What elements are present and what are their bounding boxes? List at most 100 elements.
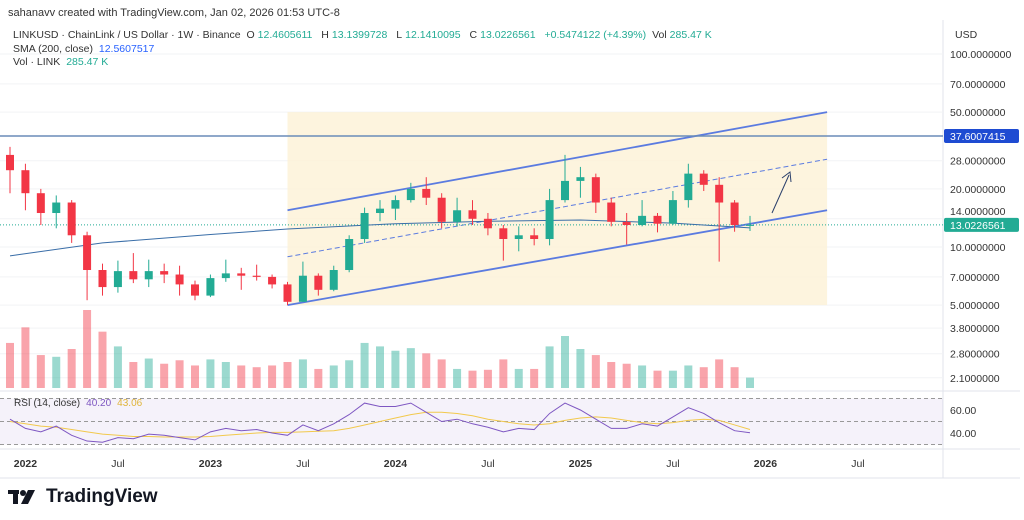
volume-bar [406, 348, 415, 388]
candle-body [360, 213, 369, 240]
candle-body [206, 278, 215, 296]
horizontal-line-label: 37.6007415 [950, 131, 1006, 143]
volume-bar [545, 346, 554, 388]
rsi-line [9, 402, 751, 443]
candle-body [268, 276, 277, 285]
projection-arrow [771, 174, 790, 214]
x-tick-label: 2024 [384, 458, 408, 470]
volume-bar [422, 353, 431, 388]
candle-body [746, 224, 754, 226]
rsi-ma-line [9, 411, 751, 438]
channel-lower-line [287, 209, 828, 306]
volume-bar [113, 346, 122, 388]
rsi-tick-label: 60.00 [950, 405, 976, 417]
candle-body [283, 284, 292, 302]
volume-bar [730, 367, 739, 388]
tradingview-logo-text: TradingView [46, 486, 158, 507]
high-label: H [321, 29, 329, 41]
volume-bar [283, 362, 292, 388]
volume-bar [699, 367, 708, 388]
volume-bar [175, 360, 184, 388]
volume-bar [576, 349, 585, 388]
channel-middle-line [287, 158, 828, 258]
rsi-ma-value: 43.06 [117, 398, 142, 409]
candle-body [298, 275, 307, 302]
candle-body [730, 202, 739, 226]
close-value: 13.0226561 [480, 29, 536, 41]
symbol-legend[interactable]: LINKUSD · ChainLink / US Dollar · 1W · B… [13, 29, 718, 43]
volume-bar [237, 365, 246, 388]
volume-bar [67, 349, 76, 388]
candle-body [545, 200, 554, 240]
volume-bar [98, 331, 107, 388]
volume-bar [530, 368, 539, 388]
rsi-legend[interactable]: RSI (14, close) 40.20 43.06 [14, 398, 143, 409]
volume-bar [160, 363, 169, 388]
low-value: 12.1410095 [405, 29, 461, 41]
volume-bar [437, 359, 446, 388]
volume-bar [191, 365, 199, 388]
symbol-title: LINKUSD · ChainLink / US Dollar · 1W · B… [13, 29, 241, 41]
sma-legend[interactable]: SMA (200, close) 12.5607517 [13, 43, 718, 57]
y-tick-label: 3.8000000 [950, 323, 1000, 335]
open-label: O [246, 29, 255, 41]
y-tick-label: 28.0000000 [950, 156, 1006, 168]
volume-bar [36, 355, 45, 388]
candle-body [21, 170, 30, 194]
volume-bar [607, 362, 616, 388]
volume-bar [514, 368, 523, 388]
volume-value: 285.47 K [66, 56, 109, 68]
volume-bar [360, 342, 369, 388]
y-tick-label: 2.8000000 [950, 349, 1000, 361]
x-tick-label: 2022 [14, 458, 38, 470]
y-tick-label: 14.0000000 [950, 206, 1006, 218]
volume-legend[interactable]: Vol · LINK 285.47 K [13, 56, 718, 70]
arrow-head-icon [781, 171, 792, 183]
volume-bar [52, 356, 61, 388]
candle-body [715, 184, 724, 203]
last-price-badge [944, 217, 1019, 232]
candle-body [622, 221, 631, 226]
volume-bar [21, 327, 30, 388]
candle-body [191, 284, 199, 296]
volume-bar [206, 359, 215, 388]
volume-bar [668, 370, 677, 388]
candle-body [237, 273, 246, 276]
volume-label: Vol · LINK [13, 56, 61, 68]
candle-body [175, 274, 184, 285]
volume-bar [376, 346, 384, 388]
x-tick-label: 2025 [569, 458, 593, 470]
sma-value: 12.5607517 [98, 42, 155, 55]
chart-legend: LINKUSD · ChainLink / US Dollar · 1W · B… [13, 29, 718, 70]
sma-label: SMA (200, close) [13, 42, 93, 55]
volume-bar [314, 368, 323, 388]
y-tick-label: 7.0000000 [950, 272, 1000, 284]
change-value: +0.5474122 (+4.39%) [544, 29, 647, 41]
candle-body [514, 235, 523, 240]
volume-bar [298, 359, 307, 388]
volume-bar [638, 365, 647, 388]
volume-bar [746, 377, 754, 388]
candle-body [591, 177, 600, 203]
currency-label[interactable]: USD [955, 29, 978, 41]
rsi-tick-label: 40.00 [950, 428, 976, 440]
x-tick-label: Jul [666, 458, 679, 470]
y-tick-label: 20.0000000 [950, 184, 1006, 196]
volume-bar [83, 310, 92, 388]
tradingview-logo-icon [8, 490, 35, 504]
candle-body [530, 235, 539, 240]
candle-body [221, 273, 230, 279]
candle-body [329, 270, 338, 290]
rsi-label: RSI (14, close) [14, 398, 80, 409]
volume-bar [144, 358, 153, 388]
candle-body [98, 270, 107, 288]
y-tick-label: 2.1000000 [950, 373, 1000, 385]
volume-bar [684, 365, 693, 388]
candle-body [483, 218, 492, 229]
tradingview-logo[interactable]: TradingView [8, 486, 158, 508]
last-price-label: 13.0226561 [950, 220, 1006, 232]
open-value: 12.4605611 [257, 29, 313, 41]
y-tick-label: 50.0000000 [950, 107, 1006, 119]
volume-bar [653, 370, 662, 388]
